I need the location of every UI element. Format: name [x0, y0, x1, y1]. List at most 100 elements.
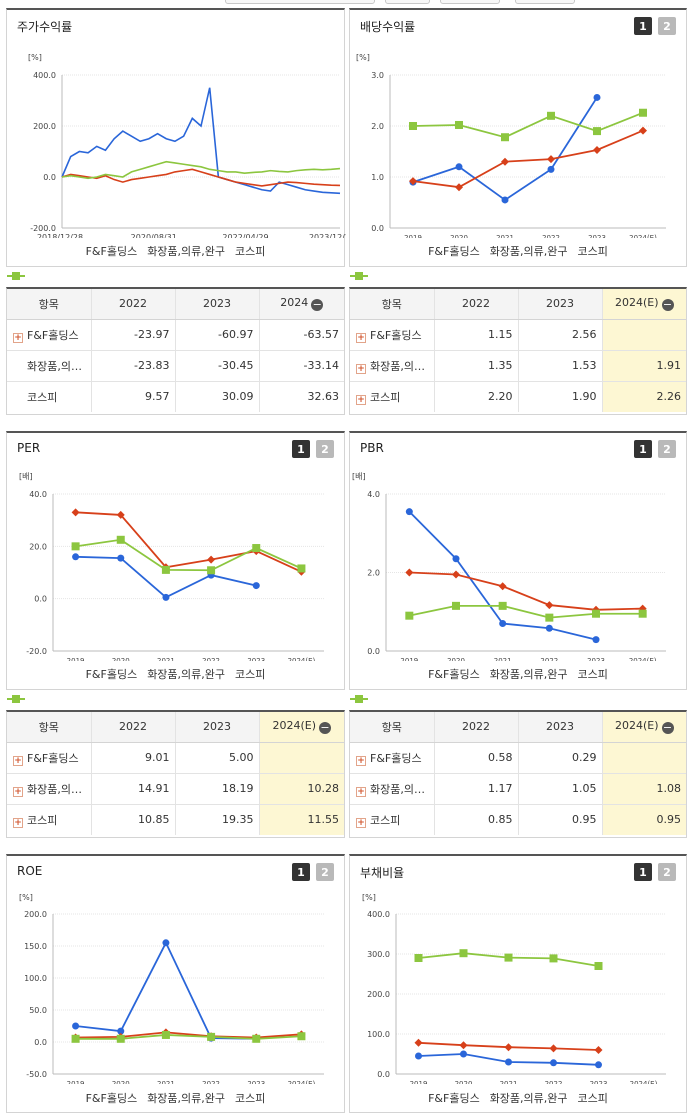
data-point [498, 582, 507, 591]
chart-view-2-button[interactable]: 2 [658, 863, 676, 881]
expand-row-icon[interactable]: + [356, 363, 366, 374]
table-cell: 10.85 [91, 804, 176, 835]
unit-label: [%] [356, 53, 370, 62]
collapse-column-icon[interactable]: − [319, 721, 332, 735]
legend-item[interactable]: 화장품,의류,완구 [7, 243, 225, 280]
row-label[interactable]: 코스피 [7, 381, 92, 412]
table-row: + F&F홀딩스 0.58 0.29 [350, 742, 686, 774]
expand-row-icon[interactable]: + [356, 755, 366, 766]
square-marker-icon [7, 695, 25, 703]
data-point [547, 111, 555, 120]
per-table: 항목 2022 2023 2024(E) − + F&F홀딩스 9.01 5.00 + 화장품,의…… [6, 710, 345, 838]
series-line [75, 538, 302, 572]
x-tick-label: 2019 [67, 1080, 85, 1084]
chart-view-2-button[interactable]: 2 [658, 440, 676, 458]
data-point [297, 564, 306, 573]
row-label[interactable]: + F&F홀딩스 [350, 319, 435, 351]
legend-item[interactable]: 코스피 [578, 1090, 608, 1106]
legend-item[interactable]: F&F홀딩스 [350, 666, 480, 703]
chart-view-2-button[interactable]: 2 [316, 440, 334, 458]
expand-row-icon[interactable]: + [13, 817, 23, 828]
data-point [639, 108, 647, 117]
table-cell: 1.17 [434, 773, 519, 805]
series-line [75, 1034, 302, 1040]
legend-item[interactable]: 코스피 [7, 243, 265, 280]
x-tick-label: 2024(E) [629, 657, 657, 661]
expand-row-icon[interactable]: + [356, 817, 366, 828]
expand-row-icon[interactable]: + [356, 332, 366, 343]
legend-item[interactable]: F&F홀딩스 [350, 243, 480, 280]
chart-view-1-button[interactable]: 1 [634, 863, 652, 881]
chart-view-2-button[interactable]: 2 [316, 863, 334, 881]
chart-view-1-button[interactable]: 1 [292, 863, 310, 881]
table-cell: -23.97 [91, 319, 176, 351]
toolbar-button[interactable] [515, 0, 575, 4]
toolbar-button[interactable] [440, 0, 500, 4]
row-label[interactable]: + 코스피 [350, 804, 435, 835]
legend-label: 코스피 [235, 1092, 266, 1105]
legend-item[interactable]: 화장품,의류,완구 [7, 666, 225, 703]
top-toolbar [0, 0, 691, 8]
row-label[interactable]: + 코스피 [350, 381, 435, 412]
legend-item[interactable]: 코스피 [350, 243, 608, 280]
column-header: 2022 [91, 289, 176, 320]
chart-view-1-button[interactable]: 1 [634, 17, 652, 35]
expand-row-icon[interactable]: + [13, 786, 23, 797]
expand-row-icon[interactable]: + [13, 332, 23, 343]
expand-row-icon[interactable]: + [356, 786, 366, 797]
row-label[interactable]: + 코스피 [7, 804, 92, 835]
collapse-column-icon[interactable]: − [311, 298, 324, 312]
expand-row-icon[interactable]: + [356, 394, 366, 405]
chart-view-1-button[interactable]: 1 [634, 440, 652, 458]
legend-item[interactable]: F&F홀딩스 [86, 1090, 138, 1106]
row-label[interactable]: + 화장품,의… [350, 773, 435, 805]
x-tick-label: 2019 [404, 234, 422, 238]
legend-item[interactable]: 화장품,의류,완구 [350, 243, 568, 280]
series-line [409, 571, 643, 611]
row-label[interactable]: + 화장품,의… [350, 350, 435, 382]
expand-row-icon[interactable]: + [13, 755, 23, 766]
x-tick-label: 2021 [494, 657, 512, 661]
legend-item[interactable]: 화장품,의류,완구 [490, 1090, 568, 1106]
x-tick-label: 2020 [447, 657, 465, 661]
x-tick-label: 2019 [67, 657, 85, 661]
row-label[interactable]: + F&F홀딩스 [7, 319, 92, 351]
x-tick-label: 2022 [545, 1080, 563, 1084]
row-label[interactable]: + 화장품,의… [7, 773, 92, 805]
data-point [547, 165, 555, 173]
table-cell: -60.97 [175, 319, 260, 351]
dividend-yield-chart: [%]3.0 2.0 1.0 0.0 2019 2020 2021 2022 2023 2024(… [356, 53, 666, 238]
data-point [549, 954, 558, 963]
legend-item[interactable]: F&F홀딩스 [7, 243, 137, 280]
collapse-column-icon[interactable]: − [661, 298, 674, 312]
data-point [455, 163, 463, 171]
legend-item[interactable]: F&F홀딩스 [7, 666, 137, 703]
data-point [72, 553, 80, 561]
x-tick-label: 2020 [112, 1080, 130, 1084]
legend-item[interactable]: 화장품,의류,완구 [350, 666, 568, 703]
legend-item[interactable]: 화장품,의류,완구 [147, 1090, 225, 1106]
legend-item[interactable]: 코스피 [7, 666, 265, 703]
legend-label: F&F홀딩스 [428, 245, 480, 258]
toolbar-button[interactable] [385, 0, 430, 4]
column-header: 2023 [175, 712, 260, 743]
legend-item[interactable]: 코스피 [350, 666, 608, 703]
chart-view-2-button[interactable]: 2 [658, 17, 676, 35]
y-tick-label: 4.0 [367, 490, 380, 499]
toolbar-select[interactable] [225, 0, 375, 4]
y-tick-label: 200.0 [367, 990, 390, 999]
data-point [594, 962, 603, 970]
row-label[interactable]: + F&F홀딩스 [350, 742, 435, 774]
y-tick-label: 400.0 [33, 71, 56, 80]
panel-title: ROE [17, 864, 43, 878]
row-label[interactable]: 화장품,의… [7, 350, 92, 382]
row-label[interactable]: + F&F홀딩스 [7, 742, 92, 774]
x-tick-label: 2020 [450, 234, 468, 238]
series-2 [414, 949, 603, 970]
chart-view-1-button[interactable]: 1 [292, 440, 310, 458]
legend-label: 화장품,의류,완구 [489, 245, 568, 258]
collapse-column-icon[interactable]: − [661, 721, 674, 735]
legend-item[interactable]: 코스피 [235, 1090, 265, 1106]
table-cell: 1.90 [518, 381, 603, 412]
legend-item[interactable]: F&F홀딩스 [428, 1090, 480, 1106]
